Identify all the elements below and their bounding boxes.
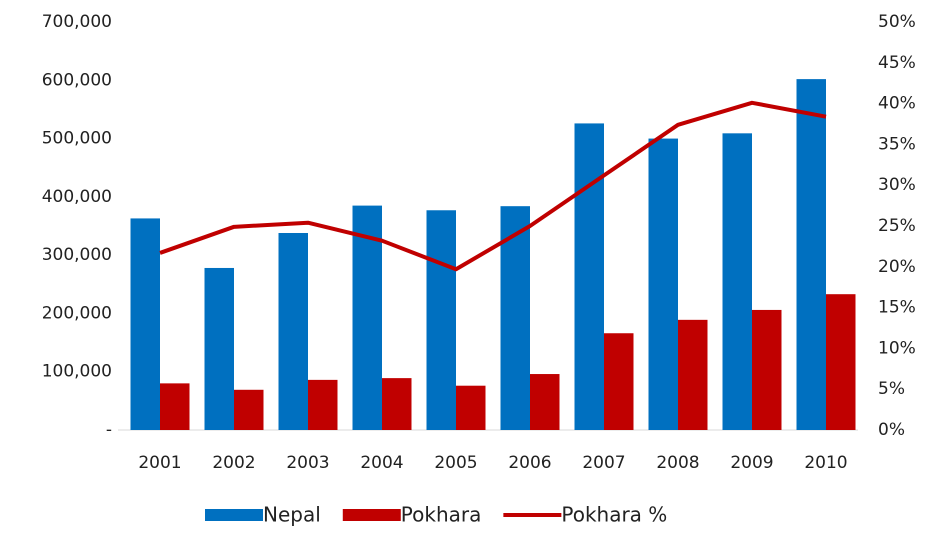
bar (234, 389, 264, 430)
bar (826, 294, 856, 430)
line (159, 100, 827, 272)
bar (352, 205, 382, 430)
x-tick-label: 2008 (656, 453, 699, 473)
legend-swatch (205, 509, 263, 521)
y2-tick-label: 20% (878, 257, 916, 277)
bar (752, 309, 782, 430)
bar (382, 378, 412, 430)
bar (722, 133, 752, 430)
y2-tick-label: 45% (878, 53, 916, 73)
legend-swatch (342, 509, 401, 521)
bar (308, 379, 338, 430)
bar (204, 267, 234, 430)
y-tick-label: 200,000 (42, 303, 112, 323)
x-tick-label: 2005 (434, 453, 477, 473)
bar (796, 79, 826, 431)
y-tick-label: 700,000 (42, 12, 112, 32)
bar (530, 374, 560, 430)
y2-tick-label: 10% (878, 338, 916, 358)
y2-tick-label: 5% (878, 379, 905, 399)
x-tick-label: 2004 (360, 453, 403, 473)
bar (130, 218, 160, 430)
y-tick-label: 600,000 (42, 70, 112, 90)
y2-tick-label: 25% (878, 216, 916, 236)
y-tick-label: - (106, 420, 112, 440)
y-tick-label: 400,000 (42, 187, 112, 207)
bar (426, 210, 456, 430)
y-tick-label: 100,000 (42, 362, 112, 382)
bar (500, 206, 530, 430)
legend-label: Pokhara (401, 503, 482, 527)
bar (604, 333, 634, 430)
bar (160, 383, 190, 430)
x-tick-label: 2002 (212, 453, 255, 473)
x-tick-label: 2001 (138, 453, 181, 473)
x-tick-label: 2007 (582, 453, 625, 473)
y2-tick-label: 15% (878, 298, 916, 318)
bar (278, 232, 308, 430)
y2-tick-label: 30% (878, 175, 916, 195)
y2-tick-label: 0% (878, 420, 905, 440)
legend-label: Pokhara % (561, 503, 667, 527)
bar (574, 123, 604, 430)
y-tick-label: 300,000 (42, 245, 112, 265)
bar (456, 385, 486, 430)
bar (648, 138, 678, 431)
y-tick-label: 500,000 (42, 129, 112, 149)
y2-tick-label: 35% (878, 134, 916, 154)
x-tick-label: 2006 (508, 453, 551, 473)
bar (678, 319, 708, 430)
legend-label: Nepal (263, 503, 321, 527)
y2-tick-label: 50% (878, 12, 916, 32)
x-tick-label: 2009 (730, 453, 773, 473)
x-tick-label: 2010 (804, 453, 847, 473)
y2-tick-label: 40% (878, 94, 916, 114)
x-tick-label: 2003 (286, 453, 329, 473)
